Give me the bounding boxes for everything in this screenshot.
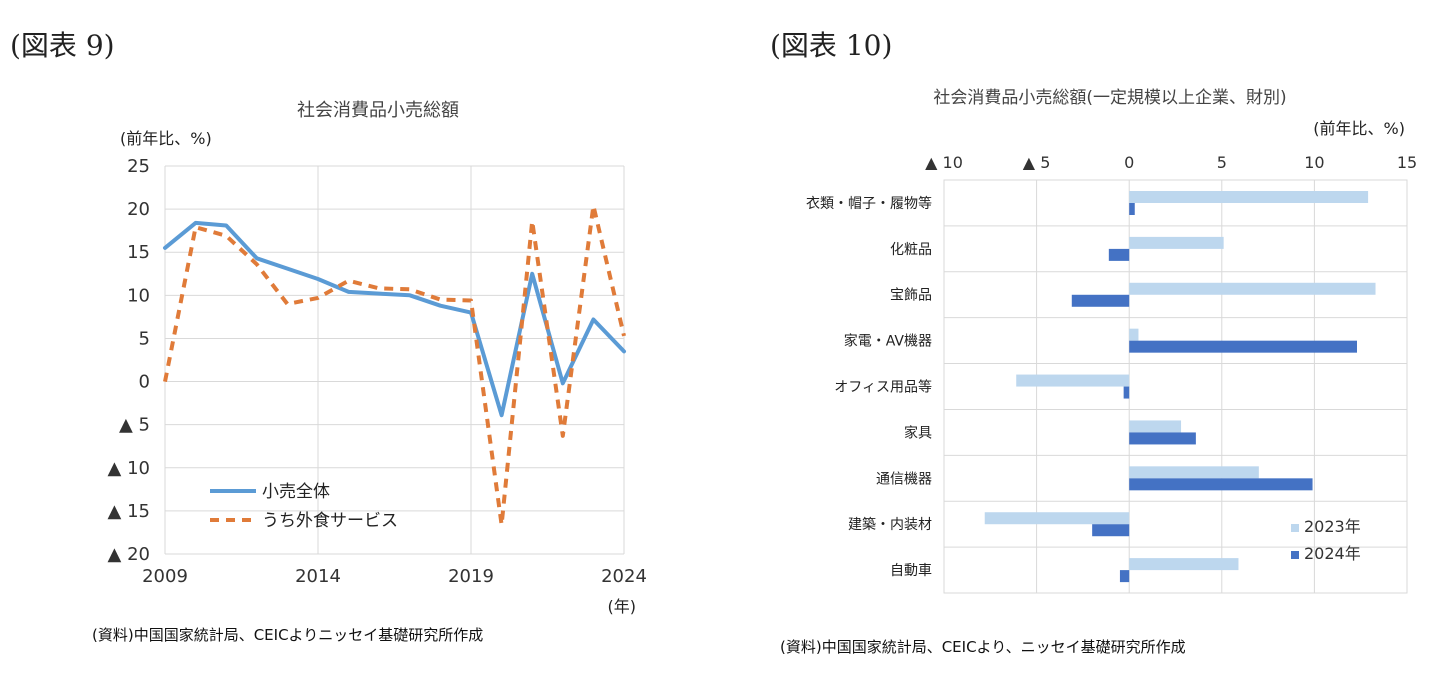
fig10-legend-label: 2024年: [1304, 544, 1361, 563]
fig10-bar-1: [1129, 191, 1369, 203]
fig10-bar-2: [1129, 340, 1357, 353]
figure10-label: (図表 10): [770, 29, 893, 62]
fig9-ytick-label: ▲ 10: [108, 458, 150, 479]
fig9-ytick-label: 5: [139, 328, 150, 349]
figure9-source: (資料)中国国家統計局、CEICよりニッセイ基礎研究所作成: [92, 626, 484, 644]
fig9-series-line-2: [163, 203, 626, 527]
fig10-category-label: 家電・AV機器: [844, 333, 932, 350]
fig9-xtick-label: 2024: [601, 566, 647, 587]
fig10-bar-1: [1129, 328, 1139, 341]
fig9-xtick-label: 2014: [295, 566, 341, 587]
fig10-bar-2: [1129, 203, 1135, 215]
fig9-ytick-label: 20: [127, 199, 150, 220]
fig10-bar-2: [1129, 432, 1196, 445]
fig10-category-label: 衣類・帽子・履物等: [806, 195, 932, 212]
fig9-xtick-label: 2019: [448, 566, 494, 587]
fig9-title: 社会消費品小売総額: [297, 100, 459, 121]
fig9-ytick-label: 0: [139, 372, 150, 393]
fig9-ytick-label: ▲ 20: [108, 544, 150, 565]
fig10-category-label: 自動車: [890, 562, 932, 579]
fig10-category-label: 家具: [904, 424, 932, 441]
fig9-legend-label: うち外食サービス: [262, 511, 398, 531]
fig10-xtick-label: 10: [1304, 153, 1324, 172]
fig10-bar-2: [1092, 524, 1130, 537]
fig10-xtick-label: 0: [1124, 153, 1134, 172]
fig10-category-label: 通信機器: [876, 471, 932, 487]
fig10-category-label: 化粧品: [890, 242, 932, 258]
fig9-xtick-label: 2009: [142, 566, 188, 587]
fig9-ytick-label: 25: [127, 156, 150, 177]
fig9-ytick-label: ▲ 5: [119, 415, 150, 436]
fig10-category-label: オフィス用品等: [834, 379, 932, 396]
figure9-label: (図表 9): [10, 29, 115, 62]
fig10-category-label: 宝飾品: [890, 288, 932, 304]
fig10-bar-1: [1129, 236, 1224, 249]
fig10-bar-1: [1129, 420, 1182, 433]
fig10-bar-1: [1129, 466, 1259, 479]
fig10-category-label: 建築・内装材: [848, 517, 932, 533]
fig10-xtick-label: ▲ 5: [1023, 153, 1051, 172]
fig10-bar-2: [1123, 386, 1130, 399]
fig10-bar-2: [1119, 570, 1130, 583]
fig10-xtick-label: ▲ 10: [925, 153, 963, 172]
fig9-ylabel: (前年比、%): [120, 129, 212, 148]
fig10-bar-1: [984, 512, 1130, 525]
fig10-legend-swatch: [1291, 524, 1299, 532]
fig10-xtick-label: 5: [1217, 153, 1227, 172]
fig10-bar-1: [1016, 374, 1130, 387]
fig10-xlabel: (前年比、%): [1313, 119, 1405, 138]
fig9-legend-label: 小売全体: [262, 482, 330, 502]
fig10-bar-2: [1129, 478, 1313, 491]
fig9-ytick-label: 10: [127, 285, 150, 306]
fig10-legend-label: 2023年: [1304, 517, 1361, 536]
fig10-bar-1: [1129, 558, 1239, 571]
fig9-xlabel: (年): [608, 597, 637, 616]
fig10-bar-2: [1071, 294, 1130, 307]
fig10-title: 社会消費品小売総額(一定規模以上企業、財別): [933, 88, 1286, 108]
fig10-bar-1: [1129, 282, 1376, 295]
figure10-source: (資料)中国国家統計局、CEICより、ニッセイ基礎研究所作成: [780, 638, 1186, 656]
fig10-xtick-label: 15: [1397, 153, 1417, 172]
fig10-bar-2: [1108, 248, 1130, 261]
fig10-legend-swatch: [1291, 551, 1299, 559]
fig9-ytick-label: 15: [127, 242, 150, 263]
fig9-ytick-label: ▲ 15: [108, 501, 150, 522]
